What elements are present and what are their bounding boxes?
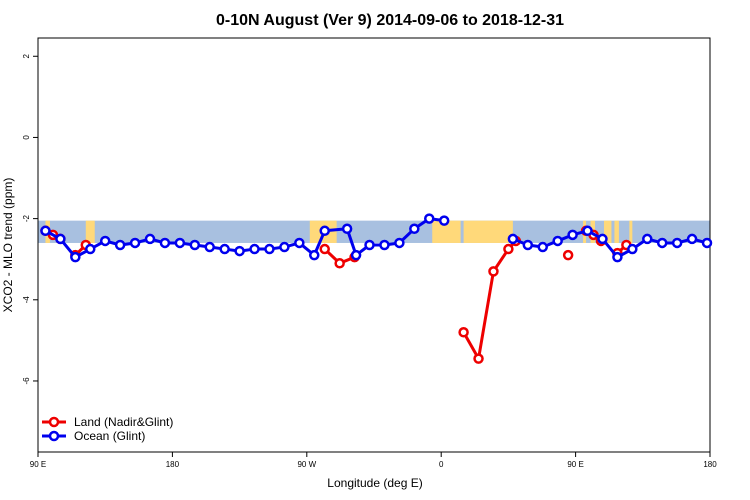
- data-point: [686, 233, 698, 245]
- ocean-band: [38, 220, 710, 243]
- data-point: [438, 215, 450, 226]
- x-axis-ticks: 90 E 180 90 W 0 90 E 180: [30, 452, 717, 469]
- y-tick-label: -4: [22, 296, 31, 304]
- data-point: [309, 249, 320, 261]
- data-point: [279, 241, 290, 253]
- data-point: [40, 225, 51, 237]
- data-point: [234, 245, 245, 257]
- data-point: [537, 241, 548, 253]
- data-point: [364, 239, 375, 251]
- data-point: [85, 243, 96, 255]
- data-point: [114, 239, 126, 251]
- data-point: [249, 243, 260, 255]
- data-point: [409, 223, 420, 235]
- series-ocean: [40, 213, 713, 263]
- data-point: [379, 239, 390, 251]
- x-tick-label: 180: [166, 460, 180, 469]
- legend: Land (Nadir&Glint)Ocean (Glint): [42, 415, 173, 443]
- land-segment: [603, 220, 612, 243]
- x-tick-label: 90 W: [297, 460, 316, 469]
- data-point: [99, 235, 111, 247]
- data-point: [174, 237, 186, 249]
- data-point: [341, 223, 353, 235]
- y-axis-ticks: 2 0 -2 -4 -6: [22, 53, 38, 385]
- series-line: [44, 217, 445, 259]
- series-layer: [40, 213, 713, 364]
- x-tick-label: 180: [703, 460, 717, 469]
- data-point: [159, 237, 171, 249]
- data-point: [294, 237, 305, 249]
- y-tick-label: -2: [22, 215, 31, 223]
- x-axis-label: Longitude (deg E): [327, 476, 422, 490]
- data-point: [701, 237, 713, 249]
- data-point: [642, 233, 653, 245]
- x-tick-label: 0: [439, 460, 444, 469]
- land-segment: [614, 220, 619, 243]
- data-point: [627, 243, 638, 255]
- data-point: [582, 225, 593, 237]
- data-point: [612, 251, 623, 263]
- data-point: [189, 239, 201, 251]
- data-point: [144, 233, 156, 245]
- legend-marker: [48, 430, 60, 442]
- data-point: [70, 251, 81, 263]
- data-point: [656, 237, 668, 249]
- data-point: [319, 243, 330, 255]
- legend-marker: [48, 416, 60, 428]
- legend-entry-label: Land (Nadir&Glint): [74, 415, 173, 429]
- data-point: [473, 353, 484, 364]
- legend-entry-label: Ocean (Glint): [74, 429, 145, 443]
- data-point: [334, 258, 345, 269]
- data-point: [424, 213, 435, 224]
- land-segment: [432, 220, 461, 243]
- land-segment: [85, 220, 95, 243]
- chart-title: 0-10N August (Ver 9) 2014-09-06 to 2018-…: [216, 12, 564, 29]
- y-tick-label: 0: [22, 135, 31, 140]
- data-point: [264, 243, 275, 255]
- data-point: [394, 237, 405, 249]
- data-point: [503, 243, 514, 255]
- data-point: [458, 327, 469, 338]
- data-point: [350, 249, 362, 261]
- data-point: [597, 233, 608, 245]
- y-axis-label: XCO2 - MLO trend (ppm): [1, 178, 15, 313]
- data-point: [55, 233, 66, 245]
- land-segment: [629, 220, 633, 243]
- data-point: [507, 233, 519, 245]
- data-point: [552, 235, 563, 247]
- data-point: [671, 237, 683, 249]
- data-point: [562, 249, 574, 261]
- data-point: [319, 225, 330, 237]
- series-line: [462, 239, 517, 361]
- data-point: [488, 266, 499, 277]
- data-point: [204, 241, 215, 253]
- background-map-band: [38, 220, 710, 243]
- data-point: [129, 237, 141, 249]
- land-segment: [463, 220, 513, 243]
- y-tick-label: 2: [22, 53, 31, 58]
- data-point: [219, 243, 230, 255]
- x-tick-label: 90 E: [30, 460, 46, 469]
- x-tick-label: 90 E: [567, 460, 583, 469]
- data-point: [522, 239, 534, 251]
- data-point: [567, 229, 578, 241]
- y-tick-label: -6: [22, 377, 31, 385]
